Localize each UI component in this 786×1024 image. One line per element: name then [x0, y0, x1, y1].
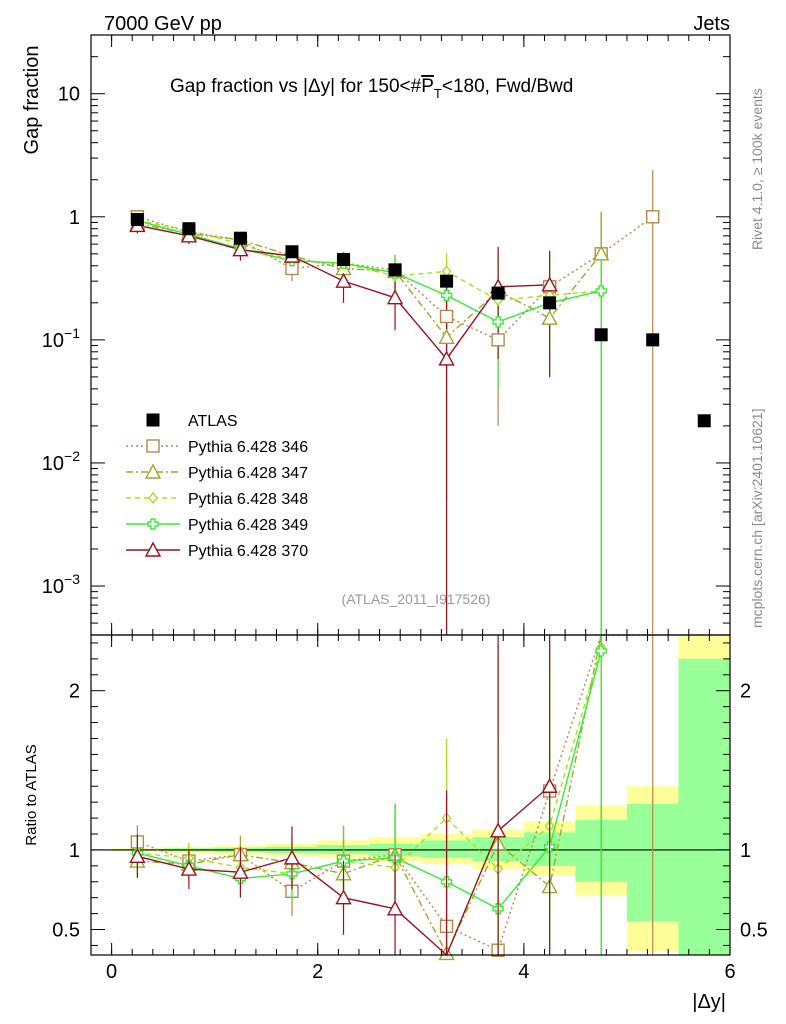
data-point-p370	[335, 272, 352, 288]
ratio-line-p349	[137, 650, 602, 910]
x-tick-label: 4	[518, 961, 529, 983]
title-post: <180, Fwd/Bwd	[442, 76, 574, 97]
data-point-p349	[492, 316, 504, 328]
legend-marker-p348	[148, 491, 158, 505]
data-point-atlas	[233, 231, 247, 245]
ratio-line-p347	[137, 634, 602, 955]
y-tick-label: 10	[58, 84, 80, 106]
data-point-atlas	[543, 296, 557, 310]
ratio-frame	[90, 634, 731, 956]
legend-marker-atlas	[146, 413, 160, 427]
y-axis-title: Gap fraction	[21, 46, 43, 155]
legend-label-p348: Pythia 6.428 348	[188, 491, 308, 508]
ratio-point-p370	[335, 889, 352, 905]
y-tick-label: 10−2	[42, 448, 80, 475]
ratio-point-p370	[541, 777, 558, 793]
data-point-atlas	[646, 333, 660, 347]
ratio-tick-label-right: 0.5	[740, 920, 768, 942]
legend-marker-p349	[147, 518, 159, 530]
series-line-p347	[137, 222, 602, 339]
main-axes: 0 2 4 6 10−3 10−2 10−1 1 10 0.5 0.5 1 1 2 2	[42, 34, 768, 983]
data-point-p346	[439, 309, 454, 324]
data-point-p347	[438, 328, 455, 344]
legend-marker-p346	[146, 439, 160, 453]
y-tick-label: 1	[69, 207, 80, 229]
ratio-point-p370	[129, 847, 146, 863]
ratio-point-p370	[283, 849, 301, 865]
ratio-line-p348	[137, 647, 602, 875]
x-axis-title: |Δy|	[692, 991, 726, 1013]
header-energy: 7000 GeV pp	[104, 13, 222, 35]
title-var: P	[421, 76, 434, 97]
ratio-series-layer	[129, 634, 654, 961]
analysis-tag: (ATLAS_2011_I917526)	[342, 591, 491, 607]
legend-label-p349: Pythia 6.428 349	[188, 517, 308, 534]
data-point-p370	[180, 227, 198, 243]
ratio-point-p349	[595, 645, 607, 657]
data-point-p349	[440, 289, 453, 302]
x-tick-label: 6	[724, 961, 735, 983]
main-series-layer	[129, 170, 711, 635]
main-frame	[90, 34, 731, 636]
rivet-note: Rivet 4.1.0, ≥ 100k events	[749, 88, 765, 250]
data-point-p370	[232, 241, 249, 257]
x-tick-label: 2	[312, 961, 323, 983]
ratio-band-green	[678, 658, 730, 955]
legend-label-atlas: ATLAS	[188, 413, 238, 430]
series-line-p348	[137, 219, 602, 301]
title-sub: T	[434, 86, 442, 101]
ratio-tick-label: 1	[69, 840, 80, 862]
data-point-p349	[595, 285, 607, 297]
legend-marker-p370	[144, 541, 162, 557]
data-point-atlas	[491, 286, 505, 300]
ratio-uncertainty-bands	[91, 635, 730, 955]
legend-marker-p347	[144, 463, 162, 479]
data-point-atlas	[440, 274, 454, 288]
y-tick-label: 10−3	[42, 571, 80, 598]
ratio-tick-label-right: 2	[740, 681, 751, 703]
legend-label-p346: Pythia 6.428 346	[188, 439, 308, 456]
legend-label-p370: Pythia 6.428 370	[188, 543, 308, 560]
data-point-p346	[491, 333, 505, 347]
title-pre: Gap fraction vs |Δy| for 150<#	[170, 76, 422, 97]
data-point-p370	[438, 350, 455, 366]
data-point-p347	[541, 309, 558, 325]
data-point-atlas	[388, 263, 402, 277]
ratio-tick-label: 2	[69, 681, 80, 703]
data-point-p370	[386, 289, 404, 305]
x-tick-label: 0	[106, 961, 117, 983]
data-point-atlas	[594, 328, 608, 342]
ratio-point-p370	[386, 900, 404, 916]
y-tick-label: 10−1	[42, 325, 80, 352]
ratio-point-p370	[180, 860, 198, 876]
header-jets: Jets	[693, 13, 730, 35]
data-point-p347	[592, 245, 610, 261]
data-point-atlas	[697, 414, 711, 428]
ratio-point-p370	[489, 822, 507, 838]
data-point-p370	[541, 276, 558, 292]
ratio-tick-label-right: 1	[740, 840, 751, 862]
ratio-axis-title: Ratio to ATLAS	[23, 744, 40, 845]
mcplots-note: mcplots.cern.ch [arXiv:2401.10621]	[749, 409, 765, 628]
data-point-atlas	[182, 222, 196, 236]
data-point-atlas	[130, 213, 144, 227]
ratio-tick-label: 0.5	[52, 920, 80, 942]
chart-title: Gap fraction vs |Δy| for 150<#PT<180, Fw…	[170, 76, 573, 101]
ratio-point-p370	[232, 863, 249, 879]
legend-label-p347: Pythia 6.428 347	[188, 465, 308, 482]
legend: ATLAS Pythia 6.428 346 Pythia 6.428 347 Pyt…	[126, 413, 308, 560]
series-line-p349	[137, 219, 602, 323]
data-point-p346	[646, 210, 660, 224]
data-point-atlas	[337, 252, 351, 266]
data-point-atlas	[285, 245, 299, 259]
